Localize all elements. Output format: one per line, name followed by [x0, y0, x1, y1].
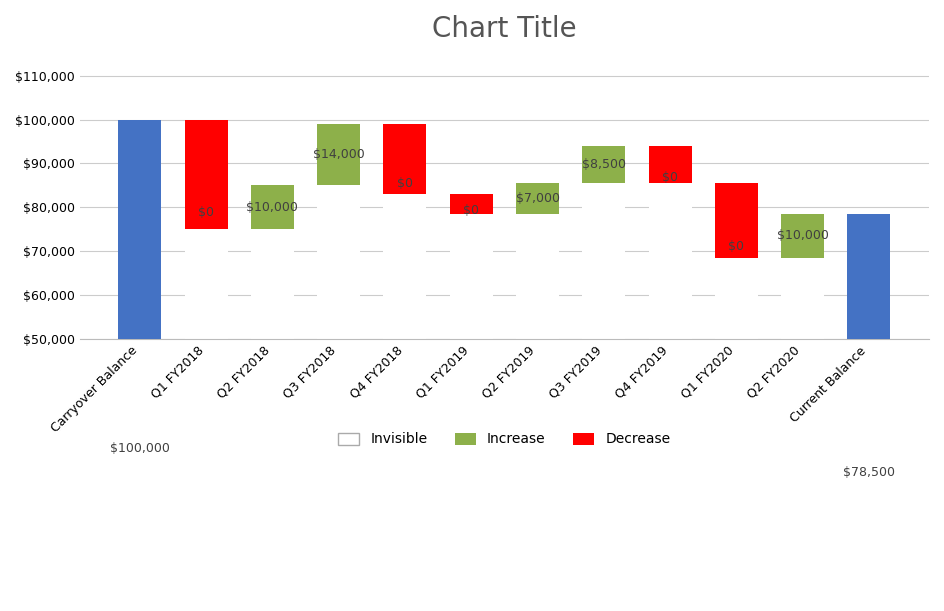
Text: $0: $0	[464, 205, 480, 218]
Bar	[516, 183, 559, 214]
Title: Chart Title: Chart Title	[432, 15, 577, 43]
Bar	[715, 258, 758, 558]
Bar	[781, 214, 824, 258]
Bar	[582, 146, 625, 183]
Bar	[649, 183, 692, 558]
Bar	[582, 183, 625, 558]
Bar	[383, 124, 427, 194]
Bar	[251, 229, 294, 558]
Text: $10,000: $10,000	[246, 201, 298, 214]
Bar	[649, 146, 692, 183]
Bar	[185, 229, 228, 558]
Bar	[317, 124, 361, 185]
Bar	[781, 258, 824, 558]
Text: $7,000: $7,000	[515, 192, 560, 205]
Bar	[449, 214, 493, 558]
Bar	[185, 120, 228, 229]
Text: $8,500: $8,500	[582, 158, 626, 171]
Bar	[715, 183, 758, 258]
Bar	[516, 214, 559, 558]
Bar	[251, 185, 294, 229]
Text: $14,000: $14,000	[312, 148, 364, 161]
Text: $78,500: $78,500	[843, 466, 895, 479]
Text: $100,000: $100,000	[110, 442, 170, 455]
Bar	[317, 185, 361, 558]
Text: $0: $0	[397, 177, 413, 190]
Legend: Invisible, Increase, Decrease: Invisible, Increase, Decrease	[332, 427, 676, 452]
Bar	[848, 214, 890, 558]
Text: $10,000: $10,000	[777, 229, 829, 243]
Text: $0: $0	[662, 171, 678, 184]
Bar	[118, 120, 161, 558]
Text: $0: $0	[198, 207, 214, 219]
Bar	[449, 194, 493, 214]
Text: $0: $0	[729, 240, 744, 253]
Bar	[383, 194, 427, 558]
